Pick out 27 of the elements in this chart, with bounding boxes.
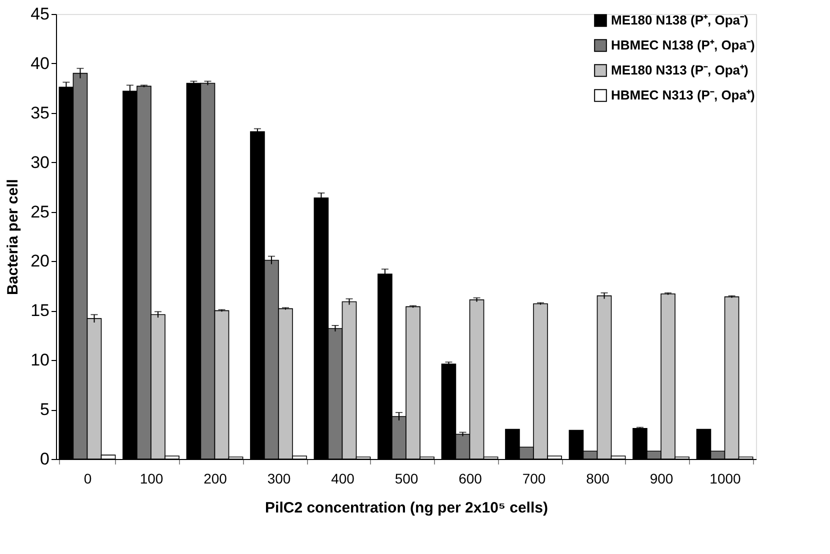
x-tick-label: 0 xyxy=(84,470,92,486)
legend-label: ME180 N138 (P⁺, Opa⁻) xyxy=(611,12,748,28)
legend-label: HBMEC N138 (P⁺, Opa⁻) xyxy=(611,38,755,52)
y-tick-label: 0 xyxy=(40,450,50,468)
legend-label: HBMEC N313 (P⁻, Opa⁺) xyxy=(611,88,755,102)
y-tick-label: 45 xyxy=(30,4,50,24)
x-tick-label: 700 xyxy=(522,470,546,486)
x-tick-label: 100 xyxy=(140,470,164,486)
y-tick-label: 20 xyxy=(30,252,50,271)
y-tick-label: 5 xyxy=(40,400,50,420)
x-tick-label: 500 xyxy=(394,470,418,486)
y-tick-label: 40 xyxy=(30,54,50,73)
x-axis-title: PilC2 concentration (ng per 2x10⁵ cells) xyxy=(265,500,548,516)
legend-label: ME180 N313 (P⁻, Opa⁺) xyxy=(611,62,748,78)
x-tick-label: 900 xyxy=(650,470,674,486)
y-tick-label: 30 xyxy=(30,152,50,172)
y-tick-label: 15 xyxy=(30,301,50,320)
x-tick-label: 1000 xyxy=(710,470,742,486)
y-tick-label: 10 xyxy=(30,350,50,370)
x-tick-label: 200 xyxy=(204,470,228,486)
y-tick-label: 35 xyxy=(30,103,50,122)
y-axis-title: Bacteria per cell xyxy=(4,179,22,295)
x-tick-label: 400 xyxy=(331,470,355,486)
x-tick-label: 600 xyxy=(458,470,482,486)
x-tick-label: 800 xyxy=(586,470,610,486)
y-tick-label: 25 xyxy=(30,202,50,222)
x-tick-label: 300 xyxy=(267,470,291,486)
